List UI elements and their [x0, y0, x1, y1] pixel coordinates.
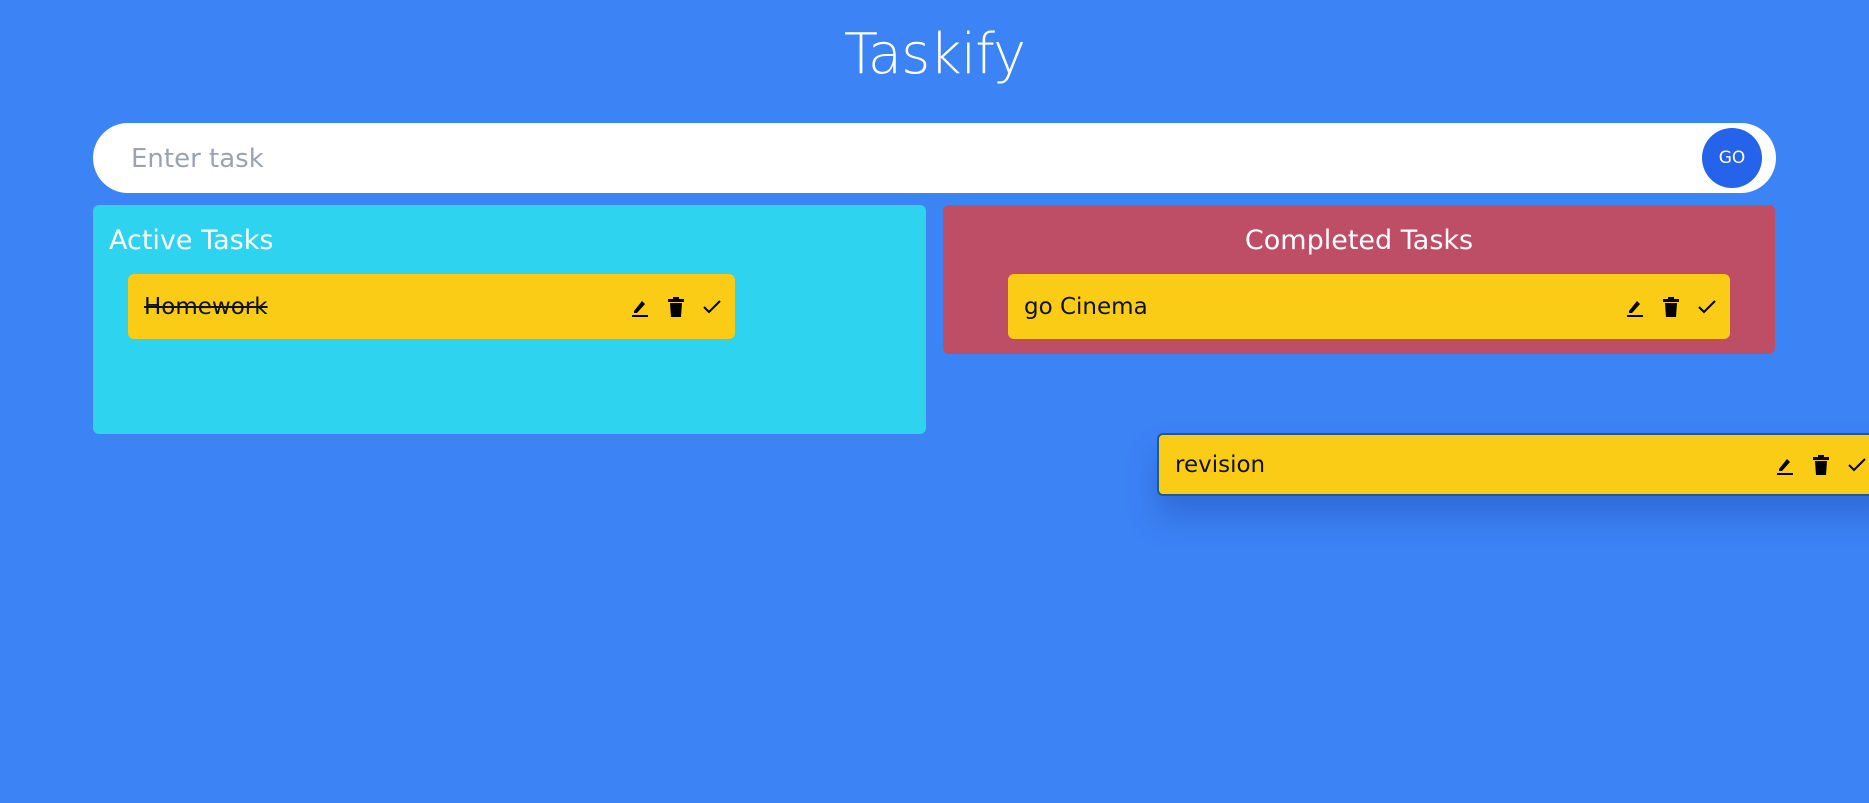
edit-icon[interactable] — [1624, 296, 1646, 318]
task-input[interactable] — [129, 123, 1693, 195]
active-tasks-heading: Active Tasks — [109, 225, 274, 256]
edit-icon[interactable] — [629, 296, 651, 318]
task-card[interactable]: Homework — [128, 274, 735, 339]
check-icon[interactable] — [1846, 454, 1868, 476]
task-card[interactable]: go Cinema — [1008, 274, 1730, 339]
task-form: GO — [93, 123, 1776, 195]
trash-icon[interactable] — [665, 296, 687, 318]
completed-tasks-panel: Completed Tasks go Cinema — [943, 205, 1775, 354]
dragging-task-card[interactable]: revision — [1157, 433, 1869, 496]
trash-icon[interactable] — [1810, 454, 1832, 476]
app-title: Taskify — [843, 22, 1026, 87]
check-icon[interactable] — [1696, 296, 1718, 318]
check-icon[interactable] — [701, 296, 723, 318]
task-text: go Cinema — [1024, 293, 1148, 320]
task-text: revision — [1175, 451, 1266, 478]
active-tasks-panel: Active Tasks Homework — [93, 205, 926, 434]
trash-icon[interactable] — [1660, 296, 1682, 318]
task-text: Homework — [144, 293, 268, 320]
go-button[interactable]: GO — [1702, 128, 1762, 188]
completed-tasks-heading: Completed Tasks — [1244, 225, 1474, 256]
edit-icon[interactable] — [1774, 454, 1796, 476]
